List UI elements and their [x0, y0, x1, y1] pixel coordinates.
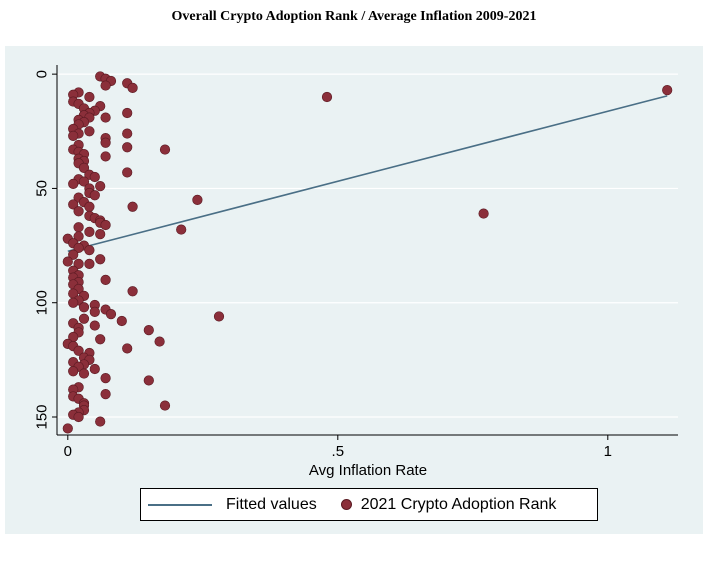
scatter-point [116, 315, 127, 327]
fitted-line-layer [67, 95, 668, 253]
x-tick-label: 0 [64, 443, 72, 460]
scatter-point [321, 91, 333, 103]
scatter-point [73, 411, 84, 423]
scatter-point [100, 373, 111, 384]
scatter-point [100, 274, 111, 285]
scatter-point [73, 242, 84, 253]
fitted-line [67, 95, 668, 253]
scatter-point [192, 194, 203, 205]
x-tick-label: .5 [332, 443, 345, 460]
scatter-point [62, 423, 73, 434]
legend-label-scatter: 2021 Crypto Adoption Rank [360, 495, 557, 513]
scatter-point [143, 325, 154, 336]
scatter-point [95, 416, 106, 427]
x-axis-label: Avg Inflation Rate [309, 462, 427, 479]
y-tick-label: 100 [34, 290, 51, 315]
scatter-point [159, 144, 171, 155]
scatter-point [100, 151, 111, 162]
scatter-point [122, 128, 133, 139]
scatter-point [84, 91, 95, 103]
scatter-point [68, 249, 79, 260]
scatter-point [100, 219, 111, 231]
scatter-point [89, 363, 100, 375]
scatter-point [68, 130, 79, 141]
scatter-point [213, 311, 225, 322]
scatter-point [95, 254, 106, 265]
scatter-point [122, 107, 133, 119]
y-tick-label: 0 [34, 70, 51, 78]
scatter-point [95, 334, 106, 345]
scatter-point [89, 190, 100, 201]
scatter-point [127, 82, 138, 93]
scatter-point [95, 181, 106, 192]
scatter-point [62, 256, 73, 267]
scatter-point [73, 231, 84, 242]
legend-item-scatter: 2021 Crypto Adoption Rank [317, 495, 557, 514]
scatter-point [73, 258, 84, 269]
scatter-point [89, 320, 100, 331]
scatter-point [68, 178, 79, 189]
scatter-point [478, 208, 489, 219]
scatter-point [105, 309, 117, 320]
scatter-point [78, 313, 90, 324]
y-tick-label: 150 [34, 404, 51, 429]
plot-area [57, 65, 678, 433]
legend: Fitted values 2021 Crypto Adoption Rank [140, 488, 598, 521]
chart-title: Overall Crypto Adoption Rank / Average I… [171, 9, 537, 24]
scatter-point [662, 85, 673, 96]
legend-item-fitted: Fitted values [141, 496, 317, 514]
scatter-point [84, 245, 95, 256]
y-tick-label: 50 [34, 180, 51, 197]
scatter-point [78, 368, 90, 379]
scatter-point [84, 258, 95, 269]
scatter-point [89, 171, 100, 183]
scatter-point [159, 400, 171, 411]
scatter-point [143, 375, 154, 386]
legend-line-swatch [148, 503, 212, 506]
axes: 0 50 100 150 0 .5 1 [34, 65, 678, 460]
x-tick-label: 1 [604, 443, 612, 460]
scatter-point [127, 286, 138, 297]
scatter-point [68, 366, 79, 377]
scatter-point [100, 389, 111, 400]
scatter-point [68, 297, 79, 308]
scatter-point [73, 222, 84, 233]
scatter-point [89, 306, 100, 317]
scatter-point [73, 206, 84, 217]
scatter-point [73, 345, 84, 356]
scatter-point [127, 201, 138, 212]
scatter-point [100, 112, 111, 123]
legend-dot-swatch [340, 499, 352, 510]
legend-label-fitted: Fitted values [226, 495, 317, 513]
scatter-point [78, 176, 90, 187]
scatter-point [100, 137, 111, 148]
scatter-point [122, 167, 133, 178]
scatter-point [84, 201, 95, 212]
scatter-point [100, 80, 111, 91]
scatter-point [68, 199, 79, 210]
scatter-point [122, 142, 133, 153]
scatter-point [78, 302, 90, 313]
scatter-point [122, 343, 133, 354]
scatter-points-layer [62, 71, 673, 434]
scatter-point [176, 224, 187, 235]
scatter-point [95, 229, 106, 240]
scatter-point [78, 162, 90, 173]
scatter-point [84, 126, 95, 137]
grid-lines [57, 73, 678, 418]
scatter-point [154, 336, 165, 347]
scatter-point [84, 226, 95, 237]
